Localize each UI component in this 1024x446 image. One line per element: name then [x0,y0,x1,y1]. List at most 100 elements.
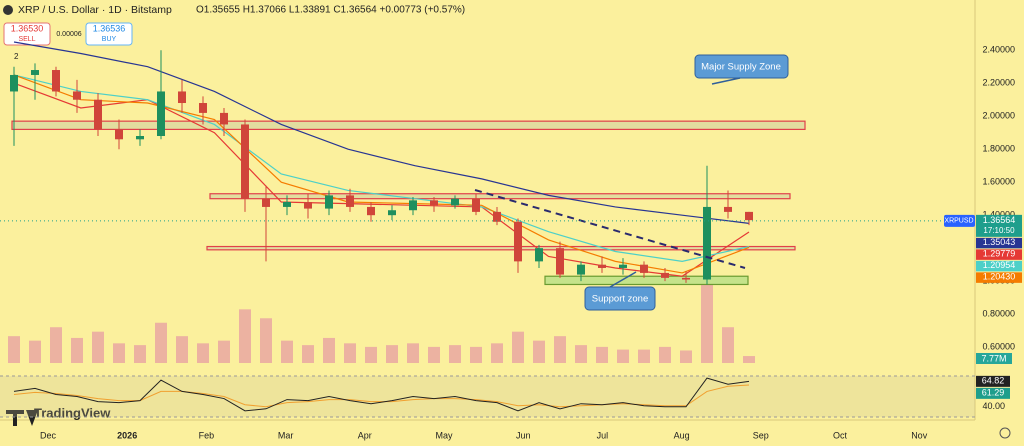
candle-body [388,210,396,216]
buy-button[interactable] [85,22,133,46]
countdown: 17:10:50 [983,226,1015,235]
sell-button[interactable] [3,22,51,46]
x-tick-label: Jul [597,430,609,440]
support-callout [584,286,656,311]
ma-badge-text: 1.20954 [983,260,1016,270]
candle-body [640,264,648,273]
y-tick-label: 2.00000 [982,111,1015,121]
ma-badge [976,249,1022,260]
volume-bar [575,345,587,363]
volume-bar [197,343,209,363]
volume-bar [617,349,629,363]
supply-callout-text: Major Supply Zone [701,62,781,73]
candle-body [283,201,291,207]
volume-badge-text: 7.77M [981,353,1006,363]
rsi-band [0,376,975,417]
volume-bar [260,318,272,363]
volume-badge [976,353,1012,364]
y-tick-label: 0.60000 [982,342,1015,352]
y-tick-label: 1.60000 [982,177,1015,187]
rsi-signal-badge-text: 61.29 [982,388,1005,398]
candle-body [682,277,690,280]
candle-body [430,200,438,206]
volume-bar [71,337,83,363]
candle-body [598,264,606,268]
candle-body [703,206,711,280]
x-tick-label: Apr [358,430,372,440]
moving-average [13,74,750,262]
ma-badge [976,260,1022,272]
callout-pointer [609,271,637,288]
candle-body [325,195,333,209]
volume-bar [302,345,314,363]
ma-badge [976,237,1022,249]
candle-body [136,136,144,140]
candle-body [94,99,102,130]
candle-body [304,201,312,209]
volume-bar [344,343,356,363]
moving-average [13,82,750,277]
candle-body [535,248,543,262]
volume-bar [386,345,398,363]
candle-body [220,112,228,125]
candle-body [409,200,417,211]
y-tick-label: 2.20000 [982,78,1015,88]
ma-badge-text: 1.35043 [983,237,1016,247]
x-tick-label: 2026 [117,430,137,440]
sell-price[interactable]: 1.36530 [11,23,44,33]
candle-body [178,91,186,104]
x-tick-label: Sep [753,430,769,440]
volume-bar [113,343,125,363]
candle-body [724,206,732,212]
volume-bar [29,340,41,363]
symbol-icon [3,5,13,15]
candle-body [619,264,627,268]
volume-bar [134,345,146,363]
volume-bar [701,278,713,363]
spread: 0.00006 [56,31,81,38]
buy-price[interactable]: 1.36536 [93,23,126,33]
candle-body [31,70,39,75]
x-tick-label: Dec [40,430,57,440]
candle-body [10,74,18,92]
indicator-count[interactable]: 2 [14,52,19,61]
ma-badge [976,272,1022,283]
price-badge [976,214,1022,237]
volume-bar [491,343,503,363]
moving-average [13,74,750,274]
volume-bar [407,343,419,363]
volume-bar [659,346,671,363]
volume-bar [722,327,734,363]
volume-bar [554,336,566,363]
candle-body [52,70,60,92]
candle-body [493,211,501,222]
settings-icon[interactable] [999,427,1011,439]
volume-bar [449,345,461,363]
volume-bar [680,350,692,363]
candle-body [241,124,249,199]
rsi-tick-label: 40.00 [982,401,1005,411]
volume-bar [8,336,20,363]
x-tick-label: Feb [199,430,215,440]
sell-label[interactable]: SELL [18,36,35,43]
symbol-badge-text: XRPUSD [944,218,973,225]
y-tick-label: 1.40000 [982,210,1015,220]
rsi-line [13,377,750,412]
x-tick-label: Nov [911,430,928,440]
volume-bar [218,340,230,363]
rsi-badge-text: 64.82 [982,376,1005,386]
volume-bar [176,336,188,363]
rsi-signal-badge [976,387,1010,399]
x-tick-label: May [435,430,453,440]
ma-badge-text: 1.20430 [983,272,1016,282]
buy-label[interactable]: BUY [102,36,117,43]
volume-bar [155,322,167,363]
supply-callout [694,54,789,79]
volume-bar [239,309,251,363]
symbol-title: XRP / U.S. Dollar · 1D · Bitstamp [18,4,172,16]
volume-bar [743,356,755,363]
volume-bar [281,340,293,363]
ma-badge-text: 1.29779 [983,249,1016,259]
volume-bar [92,331,104,363]
x-tick-label: Mar [278,430,294,440]
